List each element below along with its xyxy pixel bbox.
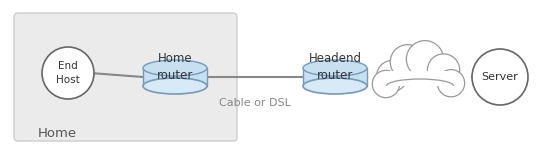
Polygon shape	[143, 68, 207, 86]
Text: End
Host: End Host	[56, 61, 80, 85]
FancyBboxPatch shape	[14, 13, 237, 141]
Text: Home
router: Home router	[157, 52, 193, 82]
Polygon shape	[383, 66, 457, 90]
Text: Home: Home	[38, 127, 77, 140]
Circle shape	[472, 49, 528, 105]
Ellipse shape	[143, 78, 207, 94]
Text: Headend
router: Headend router	[309, 52, 361, 82]
Circle shape	[42, 47, 94, 99]
Circle shape	[437, 70, 465, 97]
Circle shape	[372, 70, 399, 98]
Ellipse shape	[303, 78, 367, 94]
Circle shape	[377, 60, 408, 91]
Text: Cable or DSL: Cable or DSL	[219, 98, 291, 108]
Circle shape	[406, 41, 443, 78]
Polygon shape	[388, 71, 452, 86]
Circle shape	[390, 45, 425, 79]
Polygon shape	[303, 68, 367, 86]
Ellipse shape	[303, 60, 367, 76]
Ellipse shape	[143, 60, 207, 76]
Circle shape	[427, 54, 460, 86]
Text: Server: Server	[482, 72, 518, 82]
